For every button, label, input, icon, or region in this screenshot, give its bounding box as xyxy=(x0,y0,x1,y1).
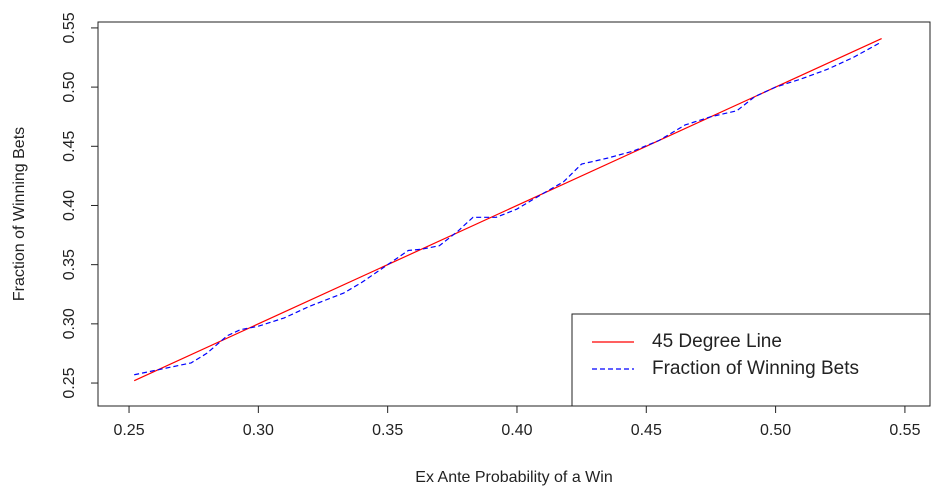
x-axis-label: Ex Ante Probability of a Win xyxy=(415,469,612,486)
y-tick-label: 0.35 xyxy=(61,249,78,280)
y-tick-label: 0.50 xyxy=(61,71,78,102)
y-tick-label: 0.40 xyxy=(61,190,78,221)
legend-box xyxy=(571,313,931,407)
x-tick-label: 0.40 xyxy=(501,422,532,439)
y-tick-label: 0.55 xyxy=(61,12,78,43)
x-tick-label: 0.35 xyxy=(372,422,403,439)
x-tick-label: 0.45 xyxy=(631,422,662,439)
legend-label: 45 Degree Line xyxy=(652,331,782,352)
series-line xyxy=(134,42,880,376)
y-tick-label: 0.30 xyxy=(61,308,78,339)
x-tick-label: 0.25 xyxy=(113,422,144,439)
legend-label: Fraction of Winning Bets xyxy=(652,358,859,379)
x-tick-label: 0.30 xyxy=(243,422,274,439)
y-axis-label: Fraction of Winning Bets xyxy=(11,127,28,301)
x-tick-label: 0.55 xyxy=(889,422,920,439)
y-tick-label: 0.25 xyxy=(61,367,78,398)
x-tick-label: 0.50 xyxy=(760,422,791,439)
y-tick-label: 0.45 xyxy=(61,131,78,162)
